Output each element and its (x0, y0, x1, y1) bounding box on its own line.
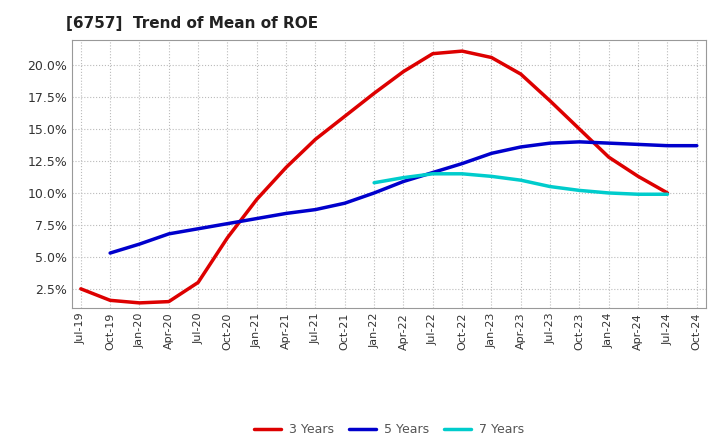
3 Years (194, 280, 202, 285)
3 Years (575, 126, 584, 132)
Legend: 3 Years, 5 Years, 7 Years: 3 Years, 5 Years, 7 Years (248, 418, 529, 440)
Line: 7 Years: 7 Years (374, 174, 667, 194)
3 Years (428, 51, 437, 56)
7 Years (634, 191, 642, 197)
5 Years (634, 142, 642, 147)
7 Years (605, 191, 613, 196)
5 Years (253, 216, 261, 221)
3 Years (487, 55, 496, 60)
7 Years (458, 171, 467, 176)
5 Years (546, 140, 554, 146)
3 Years (516, 71, 525, 77)
5 Years (311, 207, 320, 212)
5 Years (106, 250, 114, 256)
3 Years (282, 165, 290, 170)
Text: [6757]  Trend of Mean of ROE: [6757] Trend of Mean of ROE (66, 16, 318, 32)
5 Years (282, 211, 290, 216)
5 Years (458, 161, 467, 166)
3 Years (605, 154, 613, 160)
3 Years (164, 299, 173, 304)
3 Years (76, 286, 85, 291)
3 Years (370, 91, 379, 96)
5 Years (605, 140, 613, 146)
3 Years (223, 235, 232, 240)
7 Years (428, 171, 437, 176)
5 Years (516, 144, 525, 150)
7 Years (516, 178, 525, 183)
3 Years (135, 300, 144, 305)
5 Years (693, 143, 701, 148)
Line: 3 Years: 3 Years (81, 51, 667, 303)
5 Years (164, 231, 173, 237)
7 Years (575, 188, 584, 193)
5 Years (341, 201, 349, 206)
5 Years (428, 170, 437, 175)
5 Years (663, 143, 672, 148)
3 Years (458, 48, 467, 54)
7 Years (370, 180, 379, 185)
5 Years (223, 221, 232, 226)
7 Years (663, 191, 672, 197)
3 Years (311, 137, 320, 142)
7 Years (487, 174, 496, 179)
5 Years (399, 179, 408, 184)
3 Years (634, 174, 642, 179)
5 Years (575, 139, 584, 144)
5 Years (194, 226, 202, 231)
7 Years (546, 184, 554, 189)
3 Years (106, 298, 114, 303)
3 Years (341, 114, 349, 119)
3 Years (663, 191, 672, 196)
Line: 5 Years: 5 Years (110, 142, 697, 253)
5 Years (135, 242, 144, 247)
3 Years (253, 197, 261, 202)
3 Years (546, 98, 554, 103)
7 Years (399, 175, 408, 180)
3 Years (399, 69, 408, 74)
5 Years (487, 151, 496, 156)
5 Years (370, 191, 379, 196)
